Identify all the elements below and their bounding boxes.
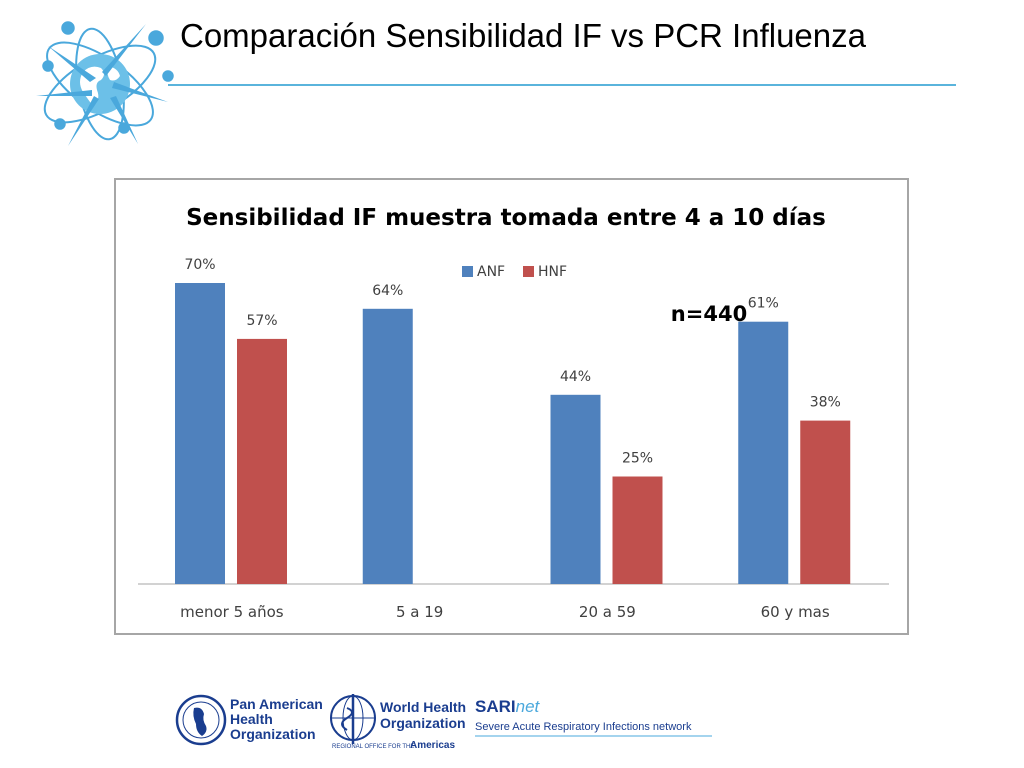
who-name-line1: World Health bbox=[380, 699, 466, 715]
who-name-line2: Organization bbox=[380, 715, 466, 731]
bar-anf-3 bbox=[738, 321, 789, 584]
sarinet-tagline: Severe Acute Respiratory Infections netw… bbox=[475, 721, 692, 733]
bars-layer bbox=[175, 283, 851, 584]
category-tick-label-3: 60 y mas bbox=[761, 603, 830, 621]
bar-hnf-3 bbox=[800, 420, 851, 584]
chart-frame: Sensibilidad IF muestra tomada entre 4 a… bbox=[114, 178, 909, 635]
bar-chart: Sensibilidad IF muestra tomada entre 4 a… bbox=[138, 205, 889, 621]
legend-swatch-anf bbox=[462, 266, 473, 277]
category-tick-label-0: menor 5 años bbox=[180, 603, 284, 621]
bar-anf-1 bbox=[362, 308, 413, 584]
bar-hnf-0 bbox=[237, 338, 287, 584]
who-regional-office-text: REGIONAL OFFICE FOR THE bbox=[332, 744, 414, 750]
paho-name-line3: Organization bbox=[230, 726, 316, 742]
slide-title: Comparación Sensibilidad IF vs PCR Influ… bbox=[180, 17, 866, 54]
paho-emblem-icon bbox=[175, 694, 227, 746]
category-axis: menor 5 años 5 a 19 20 a 59 60 y mas bbox=[180, 603, 830, 621]
legend-label-anf: ANF bbox=[477, 264, 505, 280]
bar-anf-2 bbox=[550, 394, 601, 584]
paho-name-line1: Pan American bbox=[230, 696, 323, 712]
globe-influenza-icon bbox=[36, 21, 174, 146]
labels-layer: 70% 57% 64% 44% 25% 61% 38% bbox=[184, 257, 840, 467]
sarinet-name-bold: SARI bbox=[475, 697, 516, 716]
legend-swatch-hnf bbox=[523, 266, 534, 277]
category-tick-label-1: 5 a 19 bbox=[396, 603, 443, 621]
legend-label-hnf: HNF bbox=[538, 264, 567, 280]
data-label-anf-0: 70% bbox=[184, 257, 215, 273]
chart-title: Sensibilidad IF muestra tomada entre 4 a… bbox=[186, 205, 826, 231]
who-region-name: Americas bbox=[410, 740, 455, 751]
data-label-anf-1: 64% bbox=[372, 283, 403, 299]
title-divider bbox=[168, 84, 956, 86]
bar-hnf-2 bbox=[612, 476, 663, 584]
paho-name-line2: Health bbox=[230, 711, 273, 727]
bar-anf-0 bbox=[175, 283, 225, 584]
data-label-hnf-2: 25% bbox=[622, 451, 653, 467]
who-emblem-icon bbox=[330, 694, 376, 744]
data-label-anf-3: 61% bbox=[748, 296, 779, 312]
data-label-anf-2: 44% bbox=[560, 369, 591, 385]
sample-size-annotation: n=440 bbox=[671, 302, 747, 326]
sarinet-name-italic: net bbox=[516, 697, 541, 716]
category-tick-label-2: 20 a 59 bbox=[579, 603, 636, 621]
data-label-hnf-0: 57% bbox=[246, 313, 277, 329]
sarinet-wordmark: SARInet bbox=[475, 697, 541, 716]
chart-legend: ANF HNF bbox=[462, 264, 567, 280]
data-label-hnf-3: 38% bbox=[810, 395, 841, 411]
footer-logos: Pan American Health Organization World H… bbox=[175, 694, 712, 751]
